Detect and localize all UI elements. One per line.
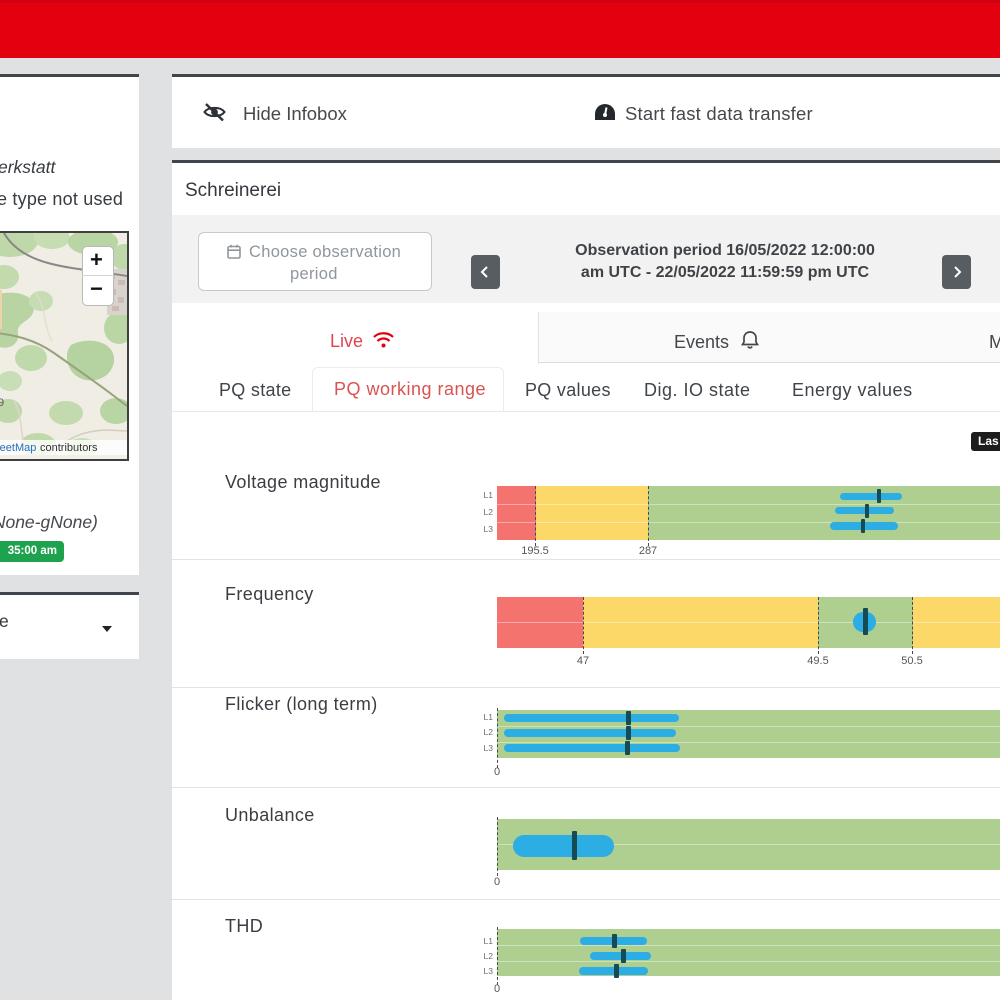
svg-text:reetMap: reetMap [0,442,36,454]
svg-text:contributors: contributors [40,442,98,454]
svg-text:9: 9 [0,397,4,409]
